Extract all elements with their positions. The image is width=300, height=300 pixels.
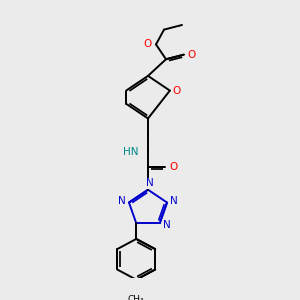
Text: N: N — [118, 196, 126, 206]
Text: CH₃: CH₃ — [128, 295, 145, 300]
Text: O: O — [188, 50, 196, 60]
Text: N: N — [170, 196, 178, 206]
Text: O: O — [144, 39, 152, 50]
Text: N: N — [163, 220, 171, 230]
Text: O: O — [169, 162, 177, 172]
Text: HN: HN — [122, 147, 138, 157]
Text: O: O — [173, 85, 181, 96]
Text: N: N — [146, 178, 154, 188]
